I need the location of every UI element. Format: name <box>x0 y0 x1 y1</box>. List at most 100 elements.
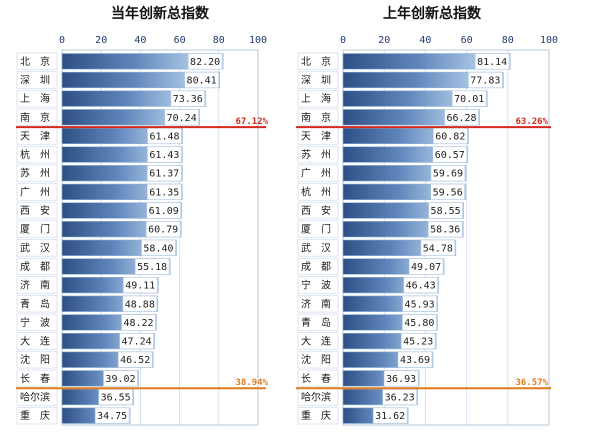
category-cell <box>297 295 339 313</box>
value-label-box <box>468 71 503 89</box>
category-cell <box>297 145 339 164</box>
value-label: 31.62 <box>375 411 405 422</box>
category-label: 深 圳 <box>301 74 331 86</box>
category-cell <box>16 183 58 201</box>
x-tick-label: 40 <box>419 35 431 46</box>
category-label: 成 都 <box>20 261 50 273</box>
category-label: 南 京 <box>301 111 331 124</box>
value-label-box <box>122 295 158 312</box>
value-label: 73.36 <box>173 94 203 105</box>
category-cell <box>297 351 339 369</box>
category-label: 深 圳 <box>20 74 50 86</box>
category-label: 南 京 <box>20 111 50 124</box>
plot-frame <box>342 49 550 426</box>
category-label: 天 津 <box>20 130 50 142</box>
value-label: 34.75 <box>97 411 127 422</box>
category-cell <box>297 108 339 126</box>
value-label-box <box>94 407 130 424</box>
value-label-box <box>134 258 170 275</box>
category-label: 重 庆 <box>20 409 50 422</box>
category-cell <box>16 351 58 369</box>
value-label: 70.24 <box>167 113 197 124</box>
category-label: 西 安 <box>301 204 331 217</box>
category-label: 西 安 <box>20 204 50 217</box>
category-label: 北 京 <box>20 55 50 68</box>
chart-previous-year: 上年创新总指数 0 20 40 60 80 100 北 京 81.14 深 圳 77.83 上 海 7… <box>296 5 558 426</box>
value-label-box <box>427 221 463 238</box>
value-label-box <box>474 53 510 70</box>
value-label: 49.07 <box>411 262 441 273</box>
value-label: 61.48 <box>149 131 179 142</box>
x-tick-label: 0 <box>59 35 65 46</box>
category-label: 哈尔滨 <box>301 391 331 404</box>
category-label: 厦 门 <box>301 223 331 236</box>
threshold-annotation: 67.12% <box>235 117 268 127</box>
category-cell <box>16 313 58 332</box>
value-label: 60.79 <box>148 225 178 236</box>
value-label-box <box>146 165 182 182</box>
category-cell <box>16 201 58 220</box>
value-label-box <box>141 239 176 256</box>
category-label: 济 南 <box>301 297 331 310</box>
value-label-box <box>146 183 182 201</box>
category-label: 苏 州 <box>301 148 331 161</box>
category-label: 哈尔滨 <box>20 391 50 404</box>
bar <box>61 71 220 89</box>
category-cell <box>297 257 339 276</box>
category-cell <box>297 313 339 332</box>
value-label: 61.09 <box>149 206 179 217</box>
value-label: 43.69 <box>400 355 430 366</box>
x-tick-label: 0 <box>340 35 346 46</box>
category-cell <box>16 108 58 126</box>
value-label-box <box>444 109 479 126</box>
category-label: 长 春 <box>301 373 331 385</box>
value-label-box <box>145 221 181 238</box>
category-label: 长 春 <box>20 373 50 385</box>
category-cell <box>297 369 339 387</box>
value-label: 49.11 <box>125 281 155 292</box>
value-label-box <box>372 407 408 424</box>
value-label: 59.69 <box>433 169 463 180</box>
category-label: 北 京 <box>301 55 331 68</box>
category-label: 成 都 <box>301 261 331 273</box>
value-label: 36.23 <box>385 393 415 404</box>
category-label: 天 津 <box>301 130 331 142</box>
category-cell <box>297 201 339 220</box>
value-label-box <box>402 314 437 331</box>
value-label: 45.93 <box>405 299 435 310</box>
value-label: 81.14 <box>477 57 507 68</box>
value-label: 46.52 <box>120 355 150 366</box>
value-label-box <box>147 146 182 163</box>
value-label-box <box>420 239 456 256</box>
value-label: 77.83 <box>470 75 500 86</box>
category-cell <box>16 407 58 425</box>
category-cell <box>16 145 58 164</box>
value-label-box <box>400 332 436 350</box>
value-label: 61.43 <box>149 150 179 161</box>
chart-title-previous-year: 上年创新总指数 <box>383 5 482 22</box>
category-cell <box>297 239 339 257</box>
value-label-box <box>397 351 433 368</box>
category-cell <box>297 220 339 238</box>
value-label-box <box>403 276 438 294</box>
value-label-box <box>184 71 219 89</box>
value-label: 82.20 <box>190 57 220 68</box>
plot-frame <box>61 49 259 426</box>
category-label: 杭 州 <box>301 185 331 198</box>
value-label-box <box>121 314 156 331</box>
category-label: 广 州 <box>20 186 50 198</box>
category-label: 青 岛 <box>301 316 331 329</box>
category-label: 苏 州 <box>20 167 50 180</box>
category-label: 宁 波 <box>301 279 331 292</box>
value-label-box <box>428 202 463 219</box>
value-label-box <box>117 351 153 368</box>
value-label: 48.22 <box>123 318 153 329</box>
category-cell <box>16 71 58 89</box>
value-label: 55.18 <box>137 262 167 273</box>
x-tick-label: 60 <box>174 35 186 46</box>
category-cell <box>16 276 58 294</box>
value-label-box <box>402 295 437 312</box>
value-label: 60.57 <box>435 150 465 161</box>
chart-title-current-year: 当年创新总指数 <box>111 5 210 22</box>
